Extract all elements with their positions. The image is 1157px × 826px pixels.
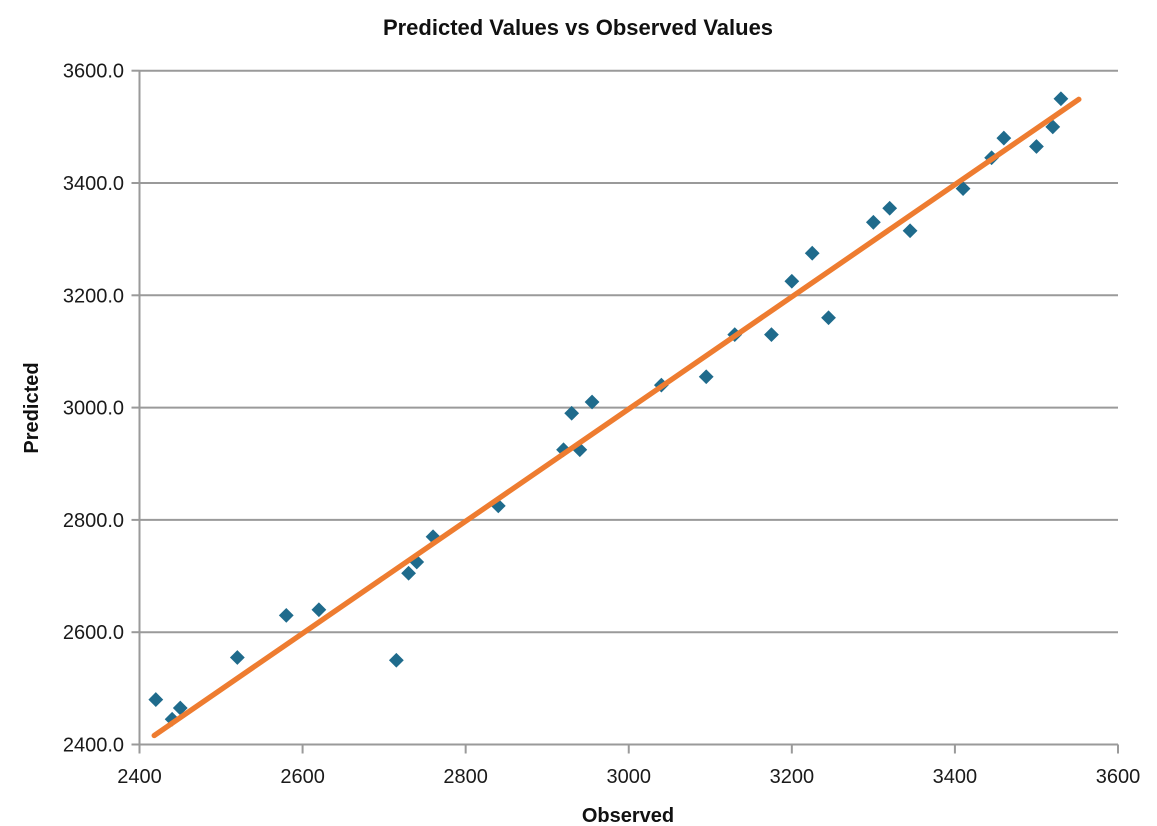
data-point [902,223,918,239]
tick-marks-layer [131,69,1119,754]
data-point [764,327,779,343]
data-point [584,394,600,410]
data-point [996,130,1012,146]
x-tick-label: 2600 [280,766,325,788]
x-tick-label: 2800 [443,766,488,788]
data-point [1029,139,1044,154]
data-point [955,181,971,197]
y-tick-label: 3600.0 [63,61,124,83]
y-tick-label: 3000.0 [63,398,124,420]
data-point [564,405,580,421]
data-point [148,692,164,707]
data-point [278,607,294,623]
x-tick-label: 2400 [117,766,162,788]
data-point [311,602,327,618]
data-point [784,273,800,289]
y-tick-label: 2600.0 [63,622,124,644]
data-point [1045,119,1061,135]
y-tick-labels-layer: 2400.0 2600.0 2800.0 3000.0 3200.0 3400.0 3600… [63,61,124,757]
data-point [1053,91,1069,107]
x-tick-label: 3400 [933,766,978,788]
data-point [882,200,898,216]
data-point [388,652,404,668]
trendline [151,96,1082,739]
data-point [865,214,881,230]
data-point [172,700,188,716]
data-point [401,565,416,581]
y-tick-label: 3400.0 [63,173,124,195]
chart-title: Predicted Values vs Observed Values [383,15,773,40]
y-tick-label: 2800.0 [63,510,124,532]
y-tick-label: 2400.0 [63,735,124,757]
x-tick-labels-layer: 2400 2600 2800 3000 3200 3400 3600 [117,766,1140,788]
data-point [698,369,714,385]
y-axis-title: Predicted [21,362,43,453]
x-tick-label: 3200 [770,766,815,788]
gridlines-layer [139,69,1118,634]
data-point [821,310,836,326]
x-axis-title: Observed [582,805,674,826]
y-tick-label: 3200.0 [63,285,124,307]
data-point [229,650,245,665]
x-tick-label: 3000 [607,766,652,788]
data-point [804,245,820,261]
x-tick-label: 3600 [1096,766,1141,788]
